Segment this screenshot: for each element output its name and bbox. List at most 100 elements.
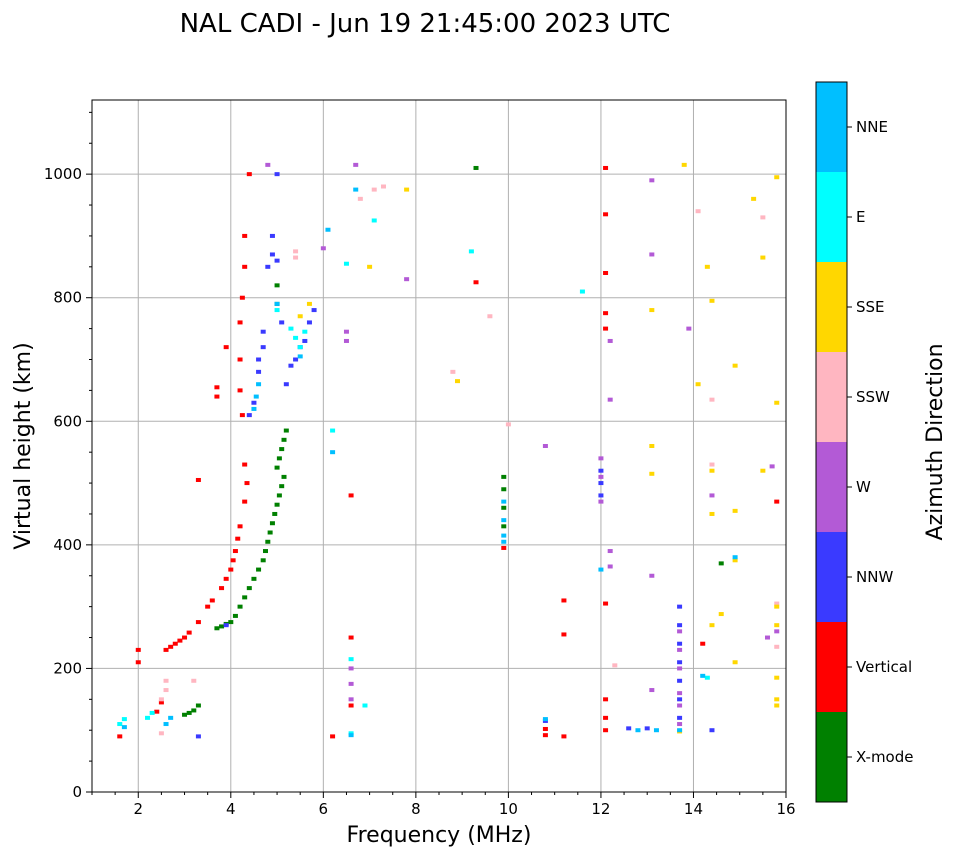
data-point <box>163 647 169 652</box>
data-point <box>450 369 456 374</box>
data-point <box>542 444 548 448</box>
data-point <box>330 450 336 455</box>
data-point <box>649 688 655 693</box>
colorbar-segment <box>816 352 847 442</box>
data-point <box>260 329 266 334</box>
data-point <box>209 598 215 603</box>
data-point <box>239 413 245 418</box>
data-point <box>501 499 507 504</box>
data-point <box>371 187 377 192</box>
data-point <box>774 604 780 609</box>
data-point <box>145 715 151 720</box>
data-point <box>330 734 336 739</box>
grid-lines <box>92 100 787 793</box>
data-point <box>274 465 280 470</box>
data-point <box>293 335 299 340</box>
data-point <box>635 728 641 733</box>
data-point <box>205 604 211 609</box>
data-point <box>276 493 282 498</box>
data-point <box>501 524 507 529</box>
data-point <box>117 734 123 739</box>
data-point <box>311 308 317 313</box>
data-point <box>191 708 197 713</box>
data-point <box>348 733 354 738</box>
data-point <box>649 444 655 448</box>
data-point <box>117 722 123 727</box>
data-point <box>168 715 174 720</box>
data-point <box>649 308 655 313</box>
data-point <box>709 468 715 473</box>
data-point <box>232 613 238 618</box>
data-point <box>244 481 250 486</box>
data-point <box>677 691 683 696</box>
data-point <box>348 666 354 671</box>
data-point <box>343 338 349 343</box>
data-point <box>158 700 164 705</box>
data-point <box>774 644 780 649</box>
data-point <box>256 567 262 572</box>
data-point <box>325 227 331 232</box>
data-point <box>256 357 262 362</box>
data-point <box>195 477 201 482</box>
data-point <box>135 647 141 652</box>
data-point <box>732 555 738 560</box>
data-point <box>677 678 683 683</box>
data-point <box>297 354 303 359</box>
data-point <box>649 471 655 476</box>
data-point <box>371 218 377 223</box>
data-point <box>695 209 701 214</box>
data-point <box>677 703 683 708</box>
data-point <box>260 345 266 350</box>
data-point <box>279 320 285 325</box>
data-point <box>700 641 706 646</box>
data-point <box>473 165 479 170</box>
data-point <box>649 573 655 578</box>
data-point <box>186 710 192 715</box>
data-point <box>677 641 683 646</box>
data-point <box>769 464 775 469</box>
x-tick-label: 12 <box>591 800 610 818</box>
series-nne <box>121 187 738 738</box>
data-point <box>774 697 780 702</box>
colorbar-segment <box>816 712 847 802</box>
data-point <box>677 660 683 665</box>
data-point <box>158 697 164 702</box>
data-point <box>228 567 234 572</box>
data-point <box>172 641 178 646</box>
series-ssw <box>158 184 780 736</box>
data-point <box>732 363 738 368</box>
data-point <box>246 586 252 591</box>
data-point <box>306 320 312 325</box>
data-point <box>380 184 386 189</box>
data-point <box>242 462 248 467</box>
data-point <box>653 728 659 733</box>
data-point <box>760 215 766 220</box>
data-point <box>649 252 655 257</box>
data-point <box>774 601 780 606</box>
data-point <box>732 508 738 513</box>
colorbar-category-label: NNE <box>856 118 888 136</box>
data-point <box>232 549 238 554</box>
x-tick-label: 10 <box>499 800 518 818</box>
data-point <box>649 178 655 183</box>
colorbar-category-label: W <box>856 478 871 496</box>
x-tick-label: 6 <box>319 800 329 818</box>
data-point <box>260 558 266 563</box>
data-point <box>348 635 354 640</box>
data-point <box>561 632 567 637</box>
colorbar-segment <box>816 532 847 622</box>
data-point <box>242 233 248 238</box>
data-point <box>343 329 349 334</box>
y-tick-label: 400 <box>53 536 82 554</box>
data-point <box>283 382 289 387</box>
data-point <box>603 697 609 702</box>
data-point <box>718 612 724 617</box>
data-point <box>709 462 715 467</box>
data-point <box>293 255 299 260</box>
data-point <box>505 422 511 427</box>
data-point <box>681 162 687 167</box>
data-point <box>732 660 738 665</box>
x-tick-label: 14 <box>684 800 703 818</box>
data-point <box>121 717 127 722</box>
